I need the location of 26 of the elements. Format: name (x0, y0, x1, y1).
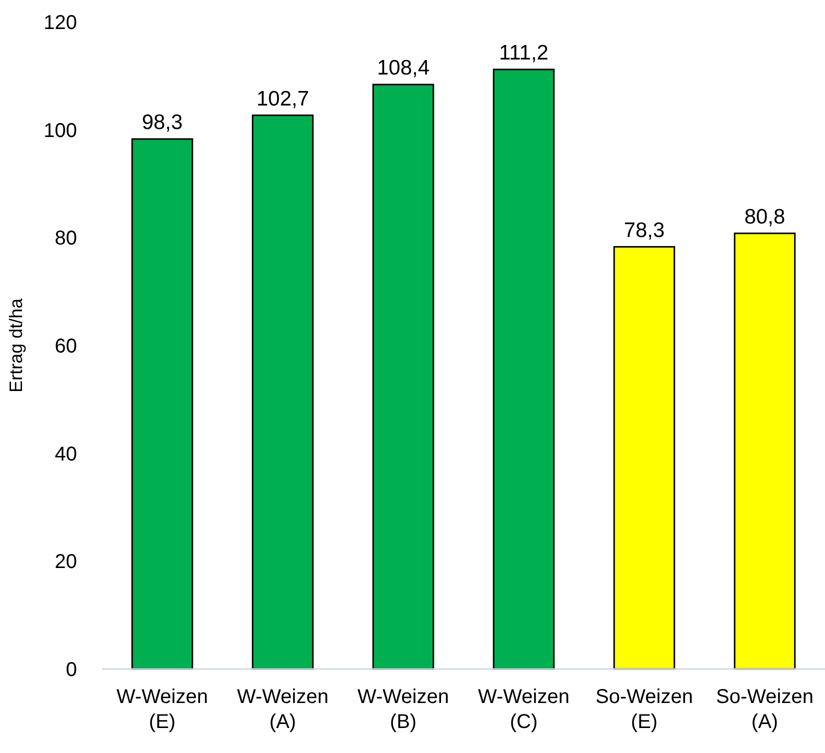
y-tick-label: 60 (54, 336, 77, 358)
x-tick-label: W-Weizen (C) (478, 686, 570, 733)
bar (131, 138, 194, 670)
data-label: 102,7 (256, 87, 310, 110)
y-tick-label: 0 (66, 659, 77, 681)
y-tick-label: 80 (54, 228, 77, 250)
bar (492, 68, 555, 670)
x-tick-label: So-Weizen (A) (716, 686, 814, 733)
y-axis-title: Ertrag dt/ha (6, 297, 26, 393)
x-tick-label: W-Weizen (E) (116, 686, 208, 733)
y-tick-label: 100 (44, 120, 77, 142)
bar (252, 114, 314, 670)
data-label: 108,4 (376, 56, 430, 80)
data-label: 98,3 (142, 111, 183, 134)
x-tick-label: So-Weizen (E) (596, 686, 693, 733)
bar (372, 84, 434, 670)
x-tick-label: W-Weizen (A) (236, 686, 329, 733)
bar (734, 232, 796, 670)
data-label: 111,2 (499, 41, 548, 64)
data-label: 80,8 (744, 205, 786, 228)
x-tick-label: W-Weizen (B) (357, 686, 450, 733)
y-tick-label: 120 (44, 12, 77, 34)
y-tick-label: 40 (54, 443, 77, 466)
y-tick-label: 20 (54, 551, 77, 574)
data-label: 78,3 (624, 218, 665, 242)
bar (613, 246, 676, 670)
